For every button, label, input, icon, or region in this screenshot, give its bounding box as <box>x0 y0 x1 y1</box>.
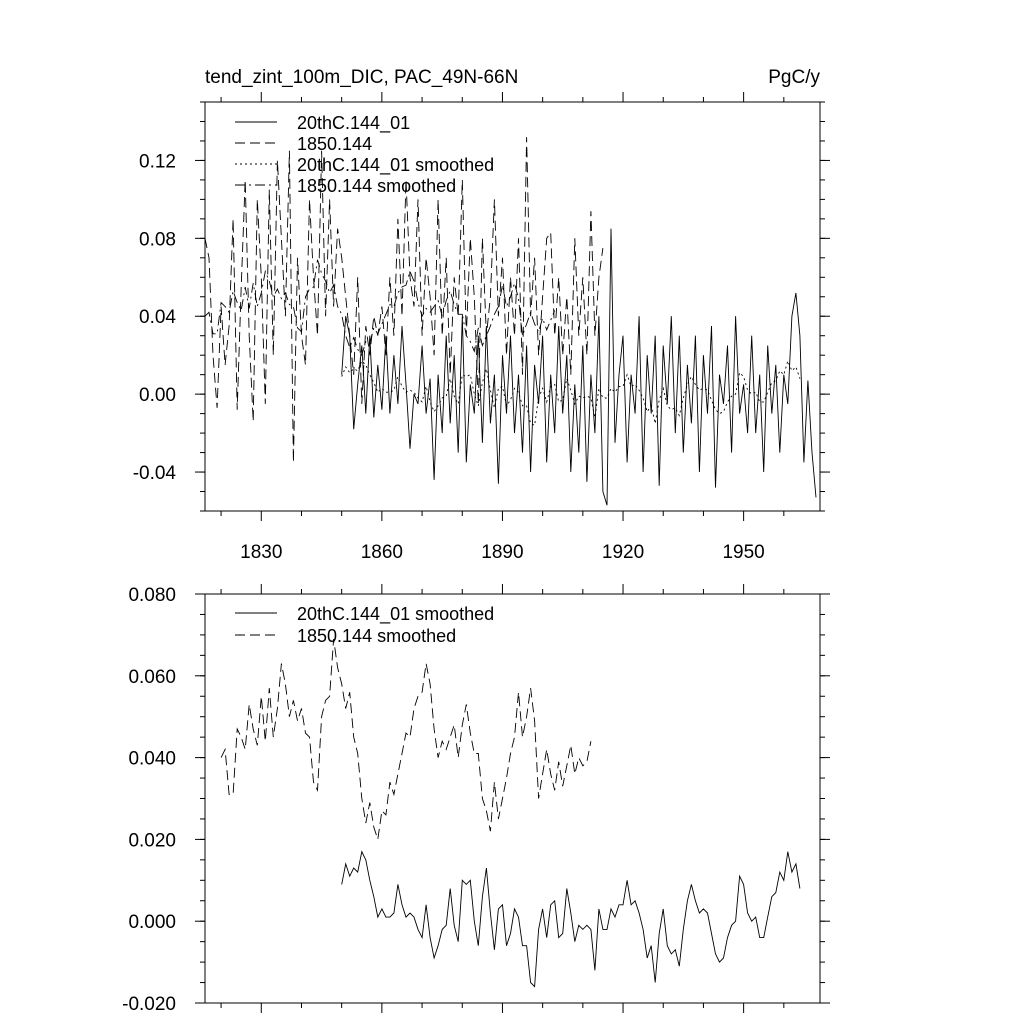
top-x-tick-label: 1950 <box>722 542 764 563</box>
top-legend-label: 1850.144 smoothed <box>297 176 456 196</box>
top-y-tick-label: -0.04 <box>133 463 177 484</box>
bottom-plot-frame <box>204 593 821 1004</box>
top-chart-title: tend_zint_100m_DIC, PAC_49N-66N <box>205 67 518 88</box>
top-legend-label: 1850.144 <box>297 134 372 154</box>
top-y-tick-label: 0.08 <box>139 229 176 250</box>
bottom-legend-label: 20thC.144_01 smoothed <box>297 604 494 625</box>
bottom-legend-label: 1850.144 smoothed <box>297 626 456 646</box>
bottom-series-1850-144-smoothed-line <box>220 638 592 840</box>
top-y-tick-label: 0.04 <box>139 307 176 328</box>
top-x-tick-label: 1890 <box>481 542 523 563</box>
top-series-1850-144-line <box>204 137 604 463</box>
top-series-1850-144-smoothed-line <box>204 259 556 357</box>
top-plot-frame <box>204 101 821 512</box>
bottom-y-tick-label: 0.060 <box>128 667 176 688</box>
top-x-tick-label: 1830 <box>240 542 282 563</box>
top-panel: tend_zint_100m_DIC, PAC_49N-66N PgC/y 18… <box>133 67 830 563</box>
top-y-tick-label: 0.12 <box>139 151 176 172</box>
bottom-y-tick-label: 0.040 <box>128 749 176 770</box>
top-y-tick-label: 0.00 <box>139 385 176 406</box>
top-chart-units: PgC/y <box>768 67 820 88</box>
top-x-tick-label: 1860 <box>361 542 403 563</box>
bottom-panel: -0.020 0.000 0.020 0.040 0.060 0.080 20thC.14… <box>122 584 830 1015</box>
bottom-series-20thc-144-01-smoothed-line <box>341 850 801 988</box>
top-x-tick-label: 1920 <box>602 542 644 563</box>
bottom-y-tick-label: -0.020 <box>122 994 176 1015</box>
bottom-y-tick-label: 0.080 <box>128 585 176 606</box>
top-legend-label: 20thC.144_01 smoothed <box>297 155 494 176</box>
top-legend-label: 20thC.144_01 <box>297 113 410 134</box>
top-series-20thc-144-01-smoothed-line <box>341 359 801 426</box>
bottom-y-tick-label: 0.000 <box>128 912 176 933</box>
top-series-20thc-144-01-line <box>341 228 817 506</box>
bottom-y-tick-label: 0.020 <box>128 830 176 851</box>
